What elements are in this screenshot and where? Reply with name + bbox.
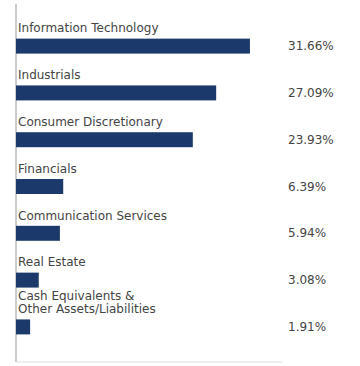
bar (16, 39, 250, 54)
category-label: Consumer Discretionary (18, 115, 163, 129)
value-label: 27.09% (288, 86, 334, 100)
category-label: Industrials (18, 68, 81, 82)
x-axis-line (16, 362, 282, 363)
bar (16, 226, 60, 241)
category-label: Communication Services (18, 209, 167, 223)
value-label: 31.66% (288, 39, 334, 53)
chart: Cash Equivalents &Other Assets/Liabiliti… (0, 0, 360, 366)
category-label: Financials (18, 162, 77, 176)
value-label: 3.08% (288, 273, 326, 287)
value-label: 1.91% (288, 320, 326, 334)
bar (16, 132, 193, 147)
value-label: 23.93% (288, 133, 334, 147)
labels: Cash Equivalents &Other Assets/Liabiliti… (18, 21, 334, 334)
bar (16, 179, 63, 194)
bar (16, 273, 39, 288)
value-label: 5.94% (288, 226, 326, 240)
bar (16, 319, 30, 334)
bar (16, 85, 216, 100)
value-label: 6.39% (288, 180, 326, 194)
category-label: Real Estate (18, 255, 86, 269)
bars (16, 39, 250, 335)
category-label: Cash Equivalents &Other Assets/Liabiliti… (18, 289, 156, 317)
category-label: Information Technology (18, 21, 159, 35)
